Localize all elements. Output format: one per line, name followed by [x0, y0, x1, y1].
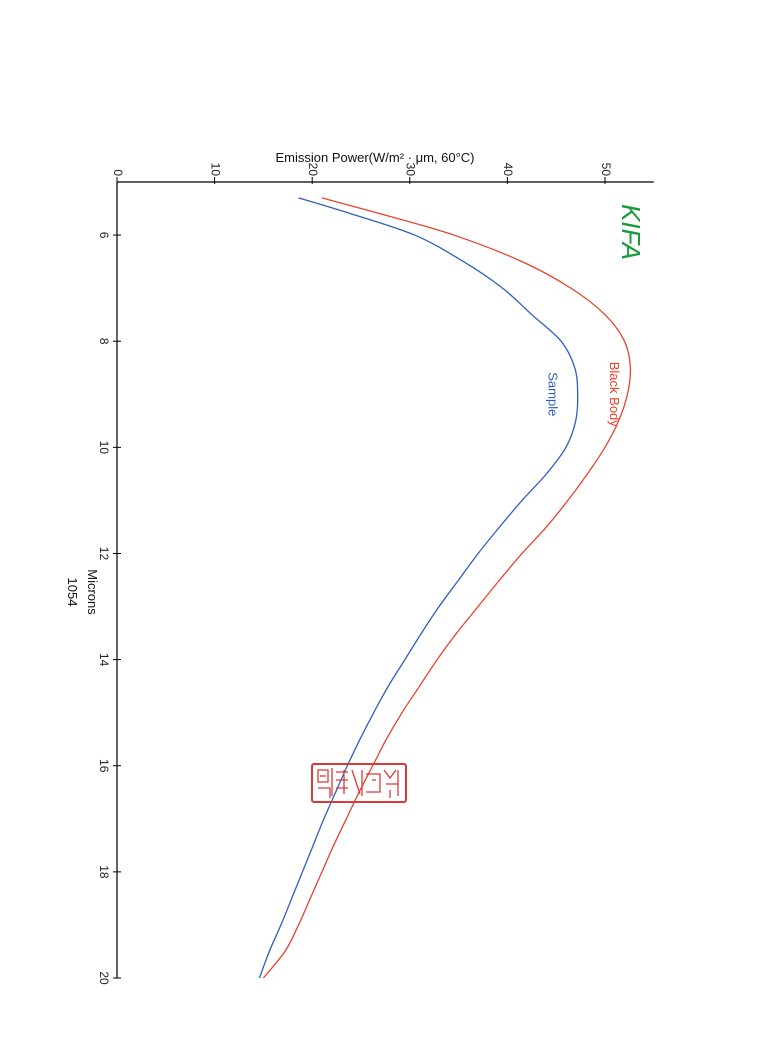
seal-stamp [311, 763, 407, 803]
series-label-sample: Sample [545, 372, 560, 416]
wavelength-tick-label: 20 [97, 971, 111, 985]
axes [116, 181, 654, 978]
emission-tick-label: 10 [208, 163, 222, 177]
series-labels: Black Body Sample [545, 362, 621, 428]
series-line-black-body [262, 197, 632, 979]
kifa-logo: KIFA [616, 204, 646, 260]
wavelength-tick-label: 10 [97, 441, 111, 455]
wavelength-tick-label: 8 [97, 338, 111, 345]
plot-area [258, 197, 632, 979]
axis-ticks: 6 8 10 12 14 16 18 20 0 10 20 30 40 50 [97, 163, 613, 985]
emission-tick-label: 20 [306, 163, 320, 177]
wavelength-tick-label: 14 [97, 653, 111, 667]
emission-tick-label: 0 [111, 169, 125, 176]
wavelength-tick-label: 18 [97, 865, 111, 879]
emission-axis-title: Emission Power(W/m² · μm, 60°C) [275, 150, 474, 165]
wavelength-tick-label: 6 [97, 232, 111, 239]
emission-tick-label: 40 [501, 163, 515, 177]
wavelength-axis-title: Microns [85, 569, 100, 615]
series-line-sample [258, 197, 579, 979]
series-label-black-body: Black Body [607, 362, 622, 428]
sample-id: 1054 [65, 578, 80, 607]
wavelength-tick-label: 12 [97, 547, 111, 561]
emission-tick-label: 50 [599, 163, 613, 177]
emission-tick-label: 30 [404, 163, 418, 177]
wavelength-tick-label: 16 [97, 759, 111, 773]
